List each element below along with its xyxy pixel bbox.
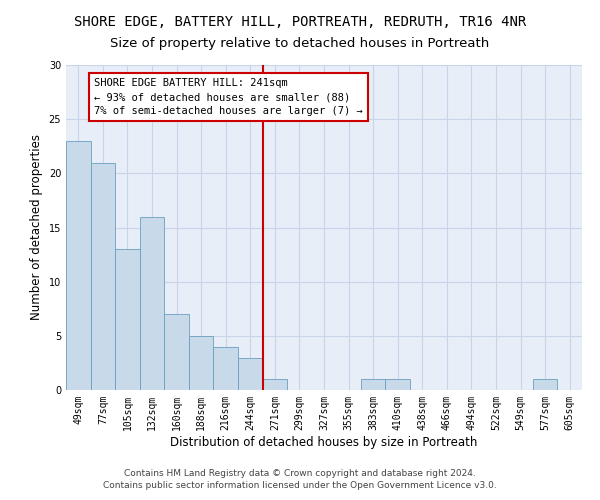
Text: SHORE EDGE, BATTERY HILL, PORTREATH, REDRUTH, TR16 4NR: SHORE EDGE, BATTERY HILL, PORTREATH, RED…: [74, 15, 526, 29]
Bar: [91, 162, 115, 390]
Bar: [66, 141, 91, 390]
Bar: [140, 216, 164, 390]
Bar: [238, 358, 263, 390]
Bar: [533, 379, 557, 390]
Bar: [385, 379, 410, 390]
Y-axis label: Number of detached properties: Number of detached properties: [30, 134, 43, 320]
Bar: [361, 379, 385, 390]
X-axis label: Distribution of detached houses by size in Portreath: Distribution of detached houses by size …: [170, 436, 478, 448]
Text: SHORE EDGE BATTERY HILL: 241sqm
← 93% of detached houses are smaller (88)
7% of : SHORE EDGE BATTERY HILL: 241sqm ← 93% of…: [94, 78, 363, 116]
Text: Size of property relative to detached houses in Portreath: Size of property relative to detached ho…: [110, 38, 490, 51]
Bar: [263, 379, 287, 390]
Bar: [164, 314, 189, 390]
Text: Contains HM Land Registry data © Crown copyright and database right 2024.
Contai: Contains HM Land Registry data © Crown c…: [103, 468, 497, 490]
Bar: [189, 336, 214, 390]
Bar: [214, 346, 238, 390]
Bar: [115, 249, 140, 390]
